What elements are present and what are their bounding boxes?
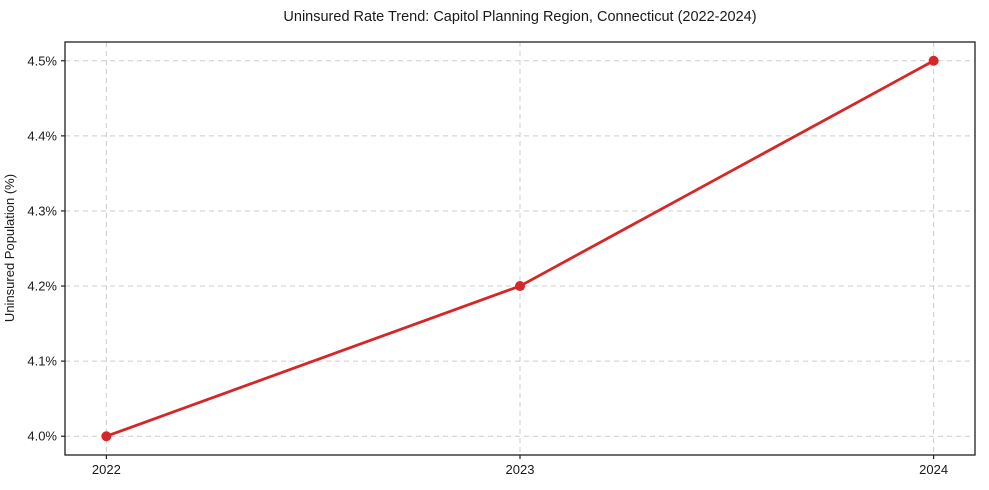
data-point-marker bbox=[101, 431, 112, 442]
y-tick-label: 4.0% bbox=[27, 429, 57, 444]
trend-line-series bbox=[101, 55, 939, 442]
y-tick-label: 4.5% bbox=[27, 53, 57, 68]
chart-title: Uninsured Rate Trend: Capitol Planning R… bbox=[283, 9, 756, 25]
y-tick-label: 4.1% bbox=[27, 354, 57, 369]
x-tick-label: 2024 bbox=[919, 462, 948, 477]
y-tick-label: 4.4% bbox=[27, 128, 57, 143]
axis-ticks: 4.0% 4.1% 4.2% 4.3% 4.4% 4.5% 2022 2023 2024 bbox=[27, 53, 948, 477]
data-point-marker bbox=[928, 55, 939, 66]
x-tick-label: 2022 bbox=[92, 462, 121, 477]
data-point-marker bbox=[515, 281, 525, 292]
gridlines bbox=[65, 42, 975, 455]
x-tick-label: 2023 bbox=[506, 462, 535, 477]
y-tick-label: 4.2% bbox=[27, 279, 57, 294]
y-axis-label: Uninsured Population (%) bbox=[2, 174, 17, 322]
y-tick-label: 4.3% bbox=[27, 203, 57, 218]
